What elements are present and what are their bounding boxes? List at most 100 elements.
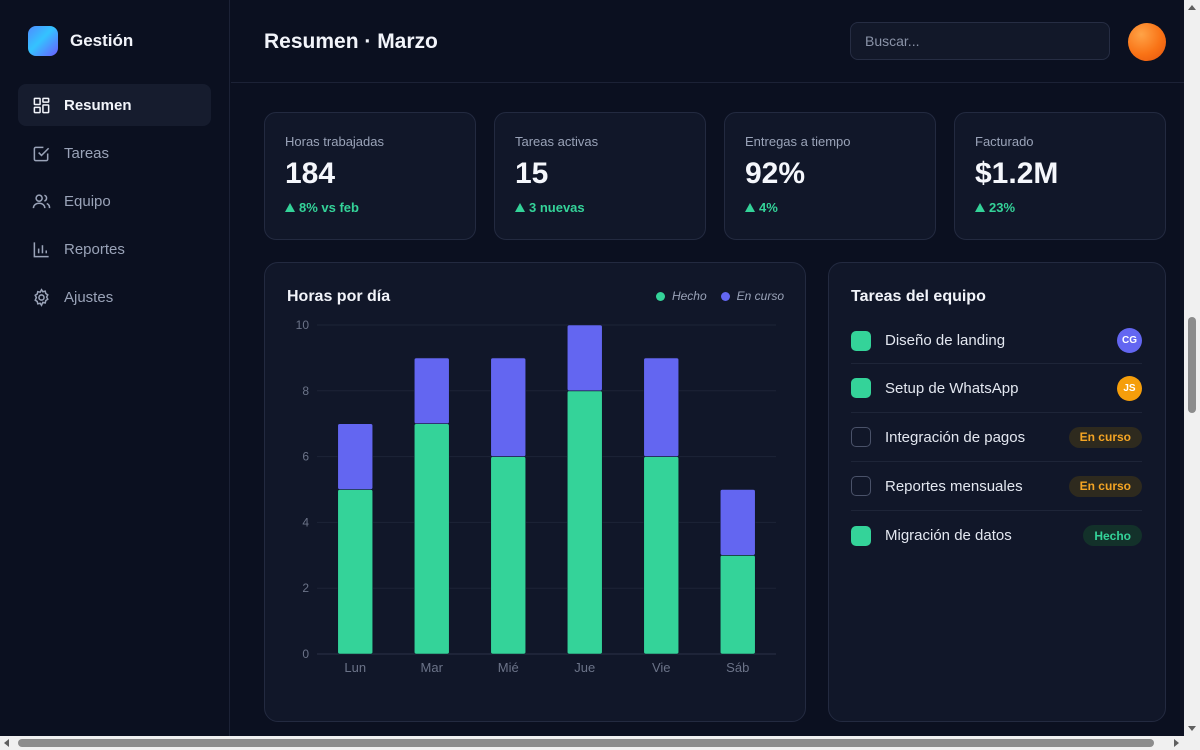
sidebar-nav: Resumen Tareas Equipo Reportes <box>18 84 211 324</box>
horizontal-scroll-thumb[interactable] <box>18 739 1154 747</box>
hours-chart-card: Horas por día Hecho En curso 0 2 4 6 8 10 Lun M… <box>264 262 806 722</box>
x-tick-label: Lun <box>344 660 366 675</box>
kpi-label: Facturado <box>975 134 1034 149</box>
grid-icon <box>33 97 50 113</box>
horizontal-scrollbar[interactable] <box>0 736 1184 750</box>
user-avatar[interactable] <box>1128 23 1166 61</box>
vertical-scrollbar[interactable] <box>1184 0 1200 736</box>
users-icon <box>32 193 51 208</box>
chart-title: Horas por día <box>287 288 391 305</box>
bar-segment-hecho <box>719 554 756 655</box>
sidebar-item-ajustes[interactable]: Ajustes <box>18 276 211 318</box>
task-checkbox[interactable] <box>851 427 871 447</box>
x-tick-label: Vie <box>652 660 671 675</box>
kpi-value: 15 <box>515 157 549 190</box>
trend-up-icon <box>975 203 985 212</box>
legend-label: Hecho <box>671 289 707 303</box>
task-name[interactable]: Setup de WhatsApp <box>885 379 1019 397</box>
hours-bar-chart: 0 2 4 6 8 10 Lun Mar Mié Jue Vie Sáb <box>296 318 776 675</box>
sidebar-item-resumen[interactable]: Resumen <box>18 84 211 126</box>
x-tick-label: Mié <box>498 660 519 675</box>
bar-segment-hecho <box>413 423 450 655</box>
bar-segment-en-curso <box>490 357 527 457</box>
kpi-delta: 4% <box>745 200 915 215</box>
y-tick-label: 0 <box>302 647 309 661</box>
kpi-delta-text: 3 nuevas <box>529 200 585 215</box>
task-name[interactable]: Reportes mensuales <box>885 477 1023 495</box>
scroll-right-icon[interactable] <box>1174 739 1179 747</box>
trend-up-icon <box>745 203 755 212</box>
sidebar-item-label: Equipo <box>64 192 111 210</box>
task-checkbox-checked[interactable] <box>851 378 871 398</box>
gear-icon <box>34 287 49 307</box>
bar-segment-hecho <box>337 489 374 655</box>
kpi-card-facturado: Facturado $1.2M 23% <box>954 112 1166 240</box>
status-badge: Hecho <box>1083 525 1142 546</box>
list-item: Reportes mensuales En curso <box>851 462 1142 511</box>
sidebar-item-label: Tareas <box>64 144 110 162</box>
kpi-delta: 23% <box>975 200 1145 215</box>
team-tasks-card: Tareas del equipo Diseño de landing CG S… <box>828 262 1166 722</box>
brand-logo <box>28 26 58 56</box>
y-tick-label: 6 <box>302 450 309 464</box>
scroll-left-icon[interactable] <box>4 739 9 747</box>
task-checkbox-checked[interactable] <box>851 330 871 351</box>
kpi-card-tareas: Tareas activas 15 3 nuevas <box>494 112 706 240</box>
kpi-card-entregas: Entregas a tiempo 92% 4% <box>724 112 936 240</box>
task-checkbox-checked[interactable] <box>851 525 871 546</box>
trend-up-icon <box>515 203 525 212</box>
bar-segment-en-curso <box>566 324 603 392</box>
bar-segment-en-curso <box>413 357 450 425</box>
sidebar-item-tareas[interactable]: Tareas <box>18 132 211 174</box>
sidebar-item-reportes[interactable]: Reportes <box>18 228 211 270</box>
list-item: Migración de datos Hecho <box>851 511 1142 560</box>
tasks-title: Tareas del equipo <box>851 288 986 305</box>
brand[interactable]: Gestión <box>28 26 133 56</box>
task-name[interactable]: Diseño de landing <box>885 332 1006 349</box>
x-tick-label: Sáb <box>726 660 749 675</box>
assignee-avatar: CG <box>1117 328 1142 353</box>
legend-item-hecho[interactable]: Hecho <box>655 289 707 303</box>
search-input[interactable] <box>850 22 1110 60</box>
top-header: Resumen · Marzo <box>231 0 1184 83</box>
sidebar-item-label: Resumen <box>64 96 132 114</box>
y-tick-label: 10 <box>296 318 310 332</box>
brand-name: Gestión <box>70 31 134 50</box>
bar-segment-hecho <box>566 390 603 655</box>
kpi-delta-text: 23% <box>989 200 1016 215</box>
kpi-card-horas: Horas trabajadas 184 8% vs feb <box>264 112 476 240</box>
scroll-down-icon[interactable] <box>1188 726 1196 731</box>
x-tick-label: Jue <box>574 660 595 675</box>
status-badge: En curso <box>1068 475 1142 497</box>
task-checkbox[interactable] <box>851 476 871 496</box>
bar-segment-en-curso <box>643 357 680 457</box>
scrollbar-corner <box>1184 736 1200 750</box>
legend-item-en-curso[interactable]: En curso <box>720 289 784 303</box>
sidebar-item-equipo[interactable]: Equipo <box>18 180 211 222</box>
trend-up-icon <box>285 203 295 212</box>
kpi-delta: 3 nuevas <box>515 200 685 215</box>
kpi-label: Entregas a tiempo <box>745 134 851 149</box>
x-tick-label: Mar <box>421 660 444 675</box>
task-name[interactable]: Migración de datos <box>885 527 1012 544</box>
status-badge: En curso <box>1068 426 1142 448</box>
bar-chart-icon <box>33 241 49 257</box>
kpi-value: 184 <box>285 157 336 190</box>
check-square-icon <box>33 146 50 161</box>
list-item: Integración de pagos En curso <box>851 413 1142 462</box>
kpi-value: 92% <box>745 157 806 190</box>
y-tick-label: 4 <box>302 515 309 529</box>
list-item: Setup de WhatsApp JS <box>851 364 1142 413</box>
list-item: Diseño de landing CG <box>851 318 1142 364</box>
chart-legend: Hecho En curso <box>655 289 784 303</box>
sidebar-item-label: Ajustes <box>64 288 114 306</box>
bar-segment-en-curso <box>719 489 756 556</box>
kpi-label: Horas trabajadas <box>285 134 384 149</box>
page-title: Resumen · Marzo <box>264 30 438 53</box>
sidebar-item-label: Reportes <box>64 240 125 258</box>
task-name[interactable]: Integración de pagos <box>885 428 1026 446</box>
scroll-up-icon[interactable] <box>1188 5 1196 10</box>
y-tick-label: 2 <box>302 581 309 595</box>
sidebar: Gestión Resumen Tareas Equipo <box>0 0 230 736</box>
vertical-scroll-thumb[interactable] <box>1188 317 1196 413</box>
